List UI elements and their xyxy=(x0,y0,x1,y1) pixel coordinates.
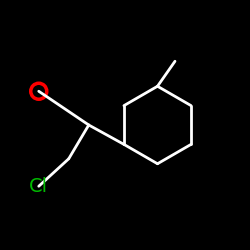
Circle shape xyxy=(31,83,47,99)
Text: Cl: Cl xyxy=(29,177,48,196)
